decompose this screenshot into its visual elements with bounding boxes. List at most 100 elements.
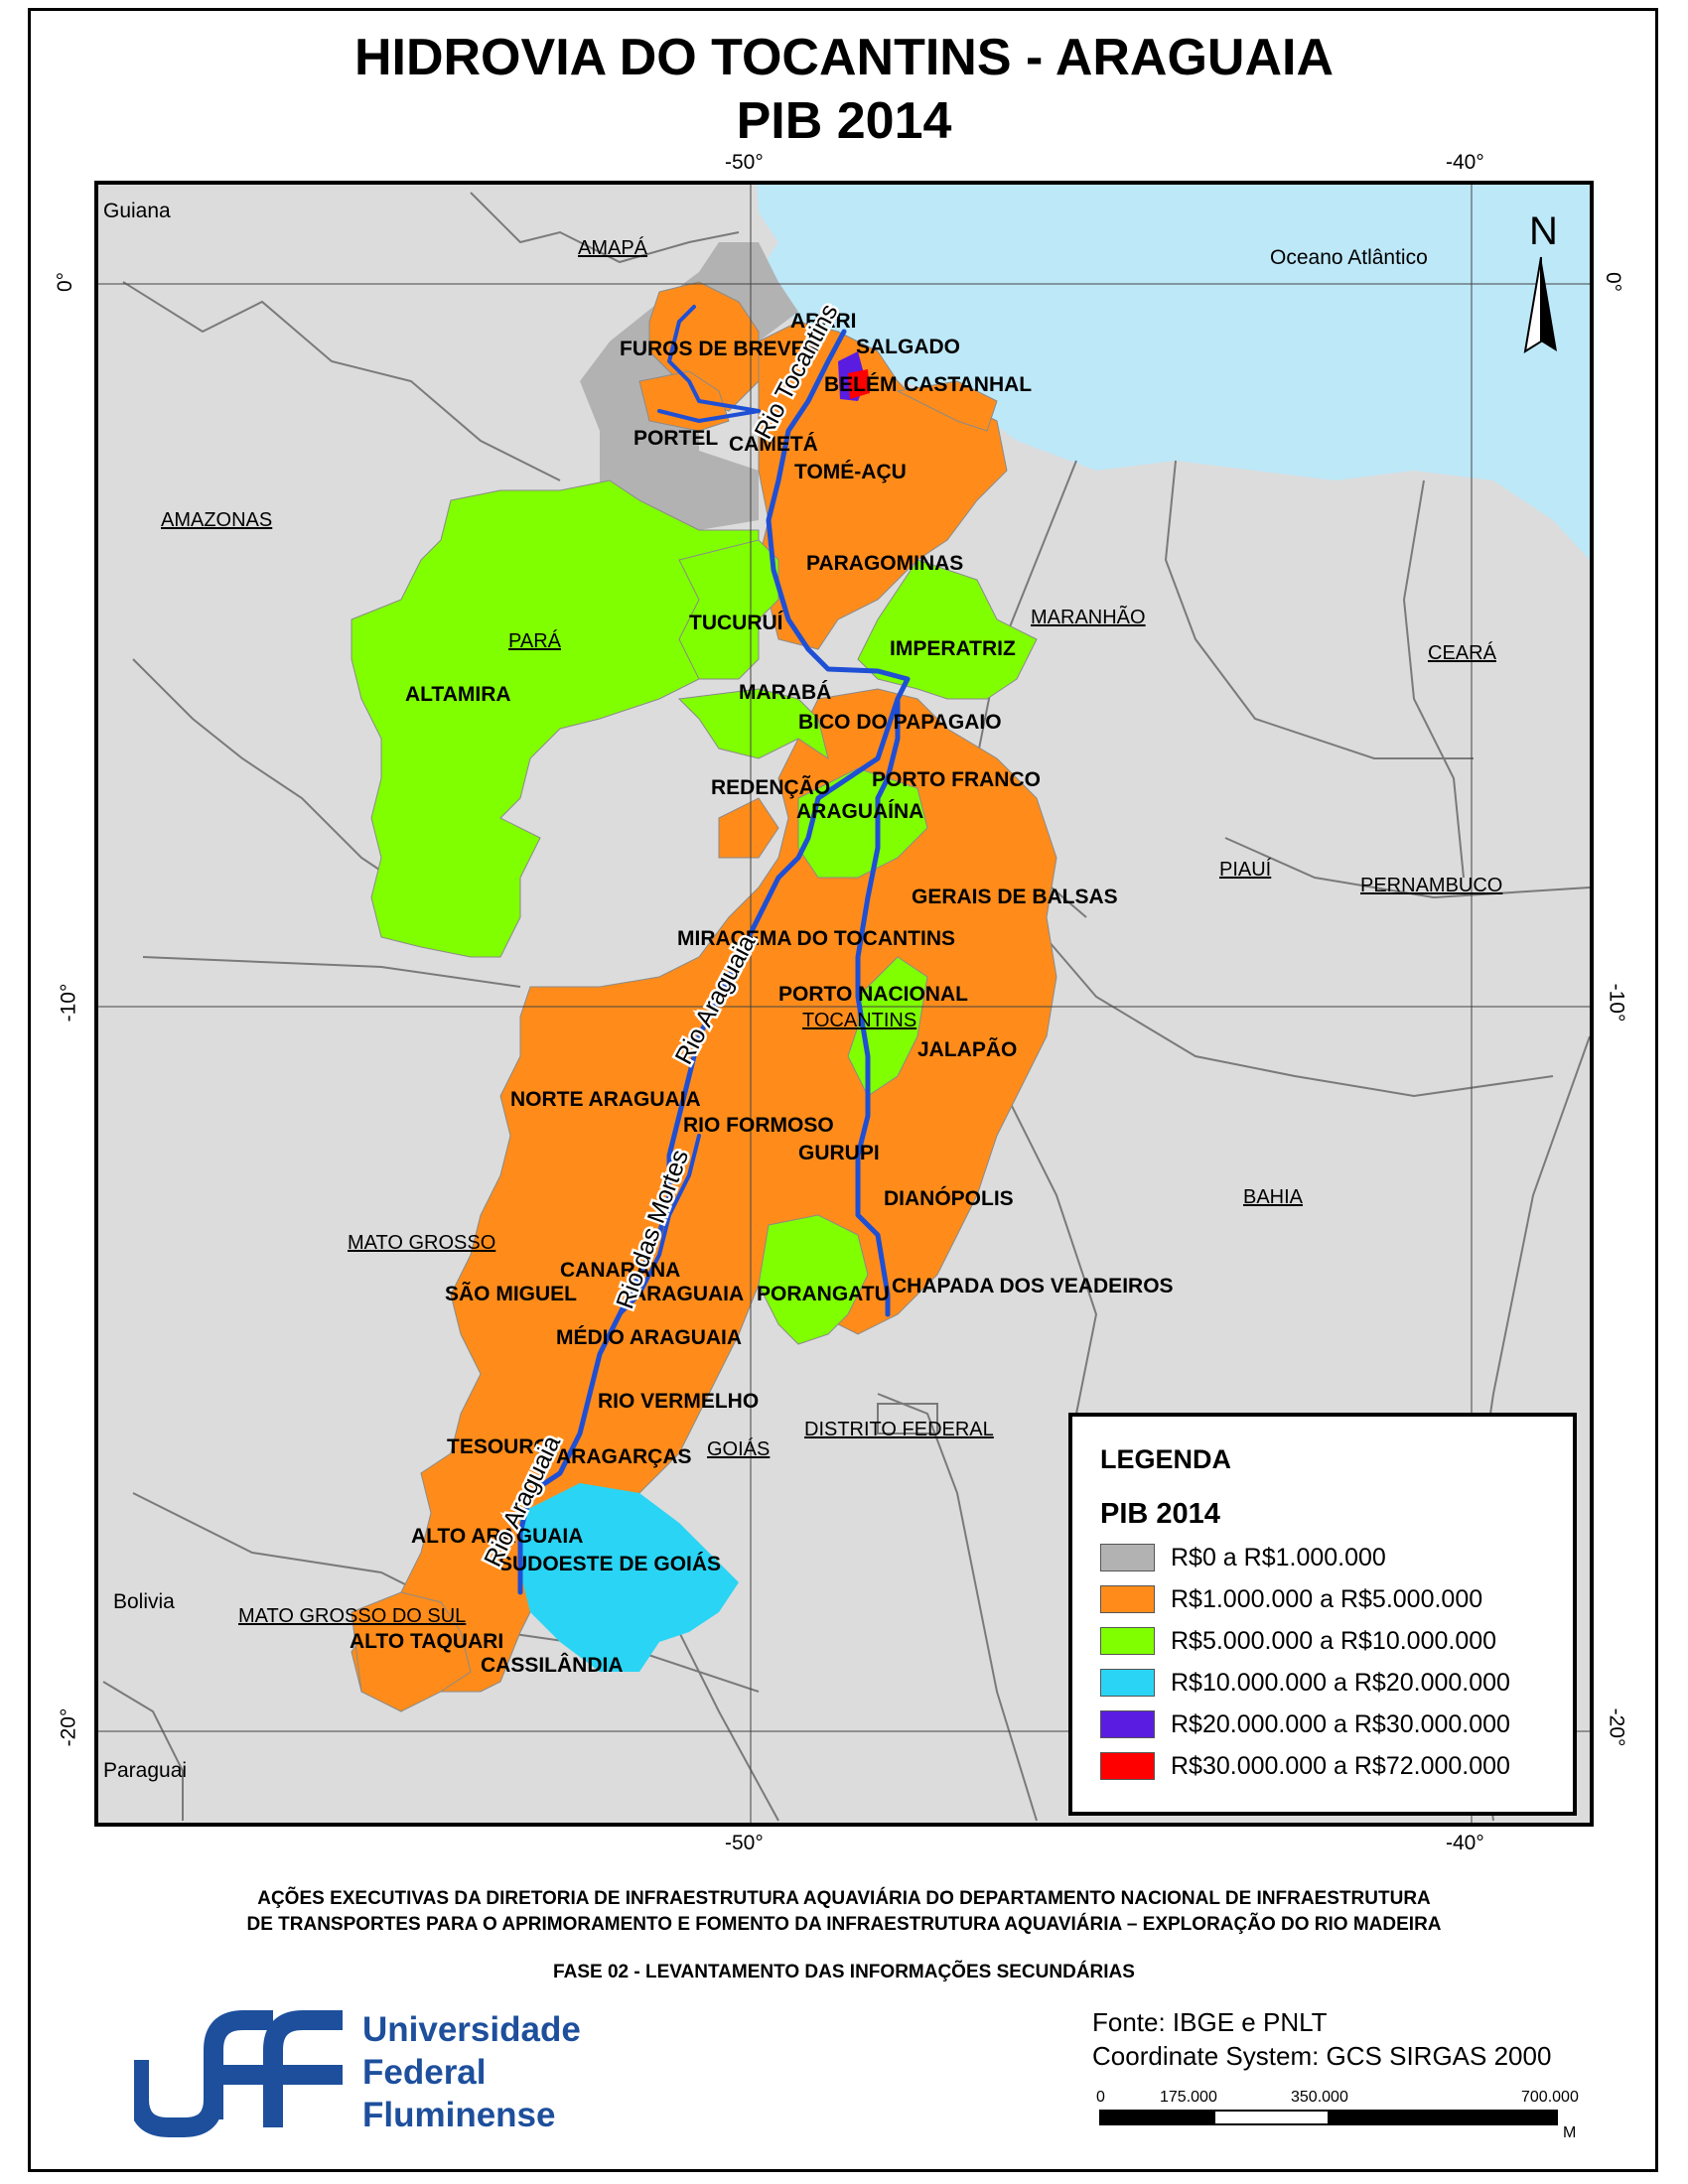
orange-regions [351,281,1057,1712]
page-frame [28,8,1658,2172]
label-jalapao: JALAPÃO [917,1038,1017,1061]
graticule-bottom-40: -40° [1446,1832,1484,1854]
label-dianopolis: DIANÓPOLIS [884,1186,1014,1210]
uff-name-line-3: Fluminense [362,2096,556,2134]
label-alto-araguaia: ALTO ARAGUAIA [411,1525,583,1548]
region-red [848,369,870,399]
footer-line-3: FASE 02 - LEVANTAMENTO DAS INFORMAÇÕES S… [553,1962,1135,1982]
label-araguaina: ARAGUAÍNA [796,800,923,823]
uff-logo-icon [134,2010,343,2137]
label-porangatu: PORANGATU [757,1283,890,1305]
label-sudoeste: SUDOESTE DE GOIÁS [498,1553,721,1575]
state-ceara: CEARÁ [1428,641,1497,664]
label-sao-miguel: SÃO MIGUEL [445,1283,577,1305]
legend-label: R$5.000.000 a R$10.000.000 [1171,1626,1497,1655]
label-rio-vermelho: RIO VERMELHO [598,1390,759,1413]
label-arari: ARARI [790,310,857,333]
legend-title: LEGENDA [1100,1444,1232,1474]
label-araguaia: ARAGUAIA [632,1283,744,1305]
state-amapa: AMAPÁ [578,236,648,259]
scale-label-350: 350.000 [1291,2089,1348,2106]
label-alto-taquari: ALTO TAQUARI [350,1630,503,1653]
legend-label: R$10.000.000 a R$20.000.000 [1171,1668,1510,1697]
legend-swatch [1100,1669,1155,1697]
state-mato-grosso: MATO GROSSO [348,1232,495,1254]
label-rio-formoso: RIO FORMOSO [683,1114,834,1137]
label-miracema: MIRACEMA DO TOCANTINS [677,927,955,950]
label-medio-araguaia: MÉDIO ARAGUAIA [556,1326,742,1349]
rivers [517,305,911,1595]
label-redencao: REDENÇÃO [711,776,830,799]
label-bico: BICO DO PAPAGAIO [798,711,1002,734]
legend-swatch [1100,1627,1155,1655]
scale-label-700: 700.000 [1521,2089,1579,2106]
footer-line-2: DE TRANSPORTES PARA O APRIMORAMENTO E FO… [246,1914,1442,1935]
uff-name-line-2: Federal [362,2053,487,2092]
label-norte-araguaia: NORTE ARAGUAIA [510,1088,701,1111]
north-arrow-label: N [1529,209,1558,253]
map-title: HIDROVIA DO TOCANTINS - ARAGUAIA [353,29,1335,86]
state-tocantins: TOCANTINS [802,1010,916,1031]
label-tucurui: TUCURUÍ [689,612,784,634]
scale-bar [1099,2110,1558,2125]
legend-item: R$5.000.000 a R$10.000.000 [1100,1626,1496,1656]
state-goias: GOIÁS [707,1437,770,1460]
label-paragominas: PARAGOMINAS [806,552,963,575]
label-salgado: SALGADO [856,336,960,358]
label-gerais: GERAIS DE BALSAS [912,886,1118,908]
graticule-top-40: -40° [1446,151,1484,174]
state-mato-grosso-do-sul: MATO GROSSO DO SUL [238,1605,466,1627]
graticule-left-0: 0° [54,271,77,293]
legend-label: R$20.000.000 a R$30.000.000 [1171,1709,1510,1738]
legend-label: R$0 a R$1.000.000 [1171,1543,1386,1571]
label-portel: PORTEL [633,427,718,450]
legend-item: R$10.000.000 a R$20.000.000 [1100,1668,1510,1698]
graticule-left-20: -20° [57,1707,80,1747]
legend-item: R$20.000.000 a R$30.000.000 [1100,1709,1510,1739]
region-cyan [520,1483,739,1672]
scale-label-175: 175.000 [1160,2089,1217,2106]
label-cassilandia: CASSILÂNDIA [481,1653,624,1677]
label-altamira: ALTAMIRA [405,683,511,706]
legend-swatch [1100,1752,1155,1780]
graticule-right-0: 0° [1602,271,1625,293]
footer-line-1: AÇÕES EXECUTIVAS DA DIRETORIA DE INFRAES… [257,1888,1431,1909]
legend-subtitle: PIB 2014 [1100,1498,1220,1530]
ocean-area [757,185,1590,560]
label-tome-acu: TOMÉ-AÇU [794,461,907,483]
state-bahia: BAHIA [1243,1186,1304,1208]
label-guiana: Guiana [103,200,171,222]
label-aragarcas: ARAGARÇAS [556,1445,692,1468]
scale-unit: M [1563,2124,1577,2141]
coordinate-system-text: Coordinate System: GCS SIRGAS 2000 [1092,2041,1552,2071]
label-paraguai: Paraguai [103,1759,187,1782]
state-piaui: PIAUÍ [1219,858,1272,881]
label-belem: BELÉM [824,373,898,396]
north-arrow [1523,256,1557,354]
legend-item: R$1.000.000 a R$5.000.000 [1100,1584,1482,1614]
legend-swatch [1100,1710,1155,1738]
label-maraba: MARABÁ [739,681,831,704]
state-maranhao: MARANHÃO [1031,605,1146,628]
label-canarana: CANARANA [560,1259,680,1282]
scale-label-0: 0 [1096,2089,1105,2106]
label-imperatriz: IMPERATRIZ [890,637,1016,660]
legend-swatch [1100,1544,1155,1571]
label-porto-franco: PORTO FRANCO [872,768,1041,791]
label-furos: FUROS DE BREVES [620,338,819,360]
state-distrito-federal: DISTRITO FEDERAL [804,1419,994,1440]
map-subtitle: PIB 2014 [736,92,952,150]
state-pernambuco: PERNAMBUCO [1360,875,1502,896]
label-tesouro: TESOURO [447,1435,550,1458]
label-gurupi: GURUPI [798,1142,880,1164]
legend-item: R$0 a R$1.000.000 [1100,1543,1386,1572]
label-castanhal: CASTANHAL [904,373,1032,396]
legend-label: R$1.000.000 a R$5.000.000 [1171,1584,1483,1613]
graticule-left-10: -10° [57,983,80,1023]
label-porto-nacional: PORTO NACIONAL [778,983,968,1006]
legend-item: R$30.000.000 a R$72.000.000 [1100,1751,1510,1781]
graticule-right-20: -20° [1605,1707,1628,1747]
state-para: PARÁ [508,629,562,652]
label-bolivia: Bolivia [113,1590,175,1613]
label-cameta: CAMETÁ [729,433,818,456]
